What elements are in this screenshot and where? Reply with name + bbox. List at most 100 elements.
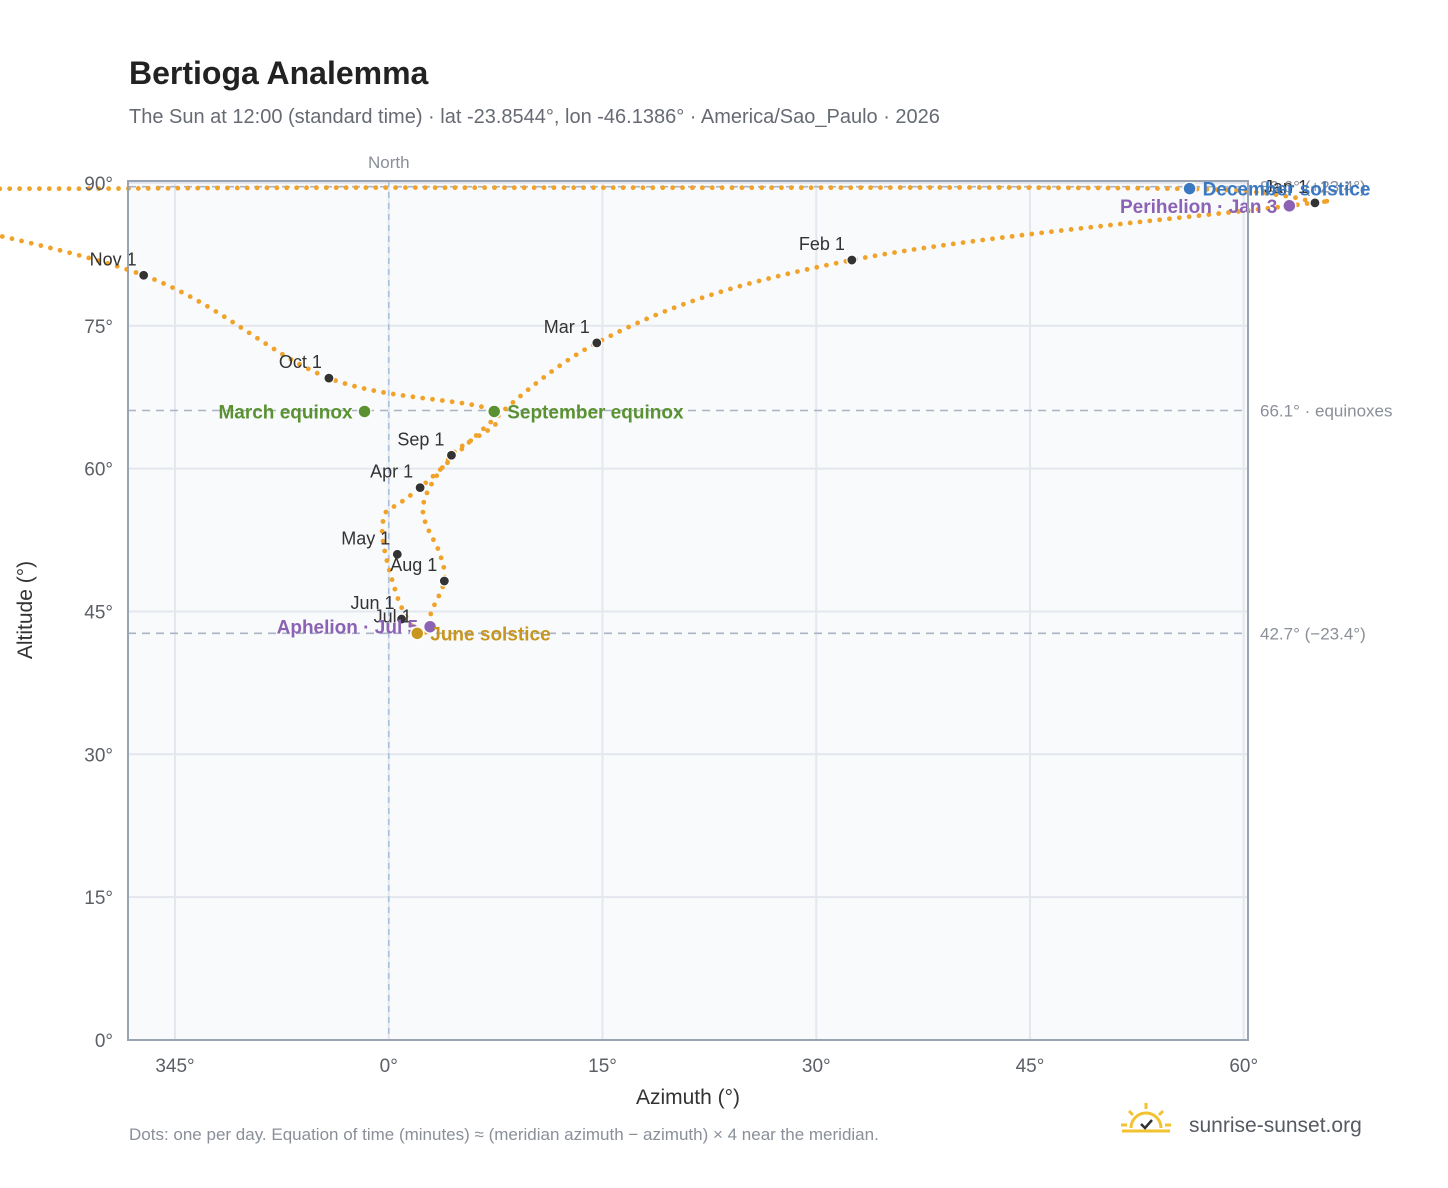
day-dot bbox=[48, 245, 53, 251]
day-dot bbox=[19, 238, 24, 244]
x-tick-label: 45° bbox=[1016, 1056, 1045, 1077]
day-dot bbox=[294, 185, 300, 191]
day-dot bbox=[671, 305, 677, 311]
day-dot bbox=[718, 289, 724, 295]
day-dot bbox=[828, 185, 834, 191]
day-dot bbox=[950, 241, 956, 247]
day-dot bbox=[9, 236, 15, 242]
month-marker-label: Aug 1 bbox=[390, 555, 437, 575]
day-dot bbox=[1255, 206, 1261, 212]
day-dot bbox=[263, 341, 269, 347]
day-dot bbox=[244, 185, 250, 191]
day-dot bbox=[892, 250, 897, 255]
day-dot bbox=[775, 273, 781, 279]
day-dot bbox=[1253, 189, 1259, 195]
day-dot bbox=[1234, 188, 1240, 193]
day-dot bbox=[521, 185, 527, 191]
day-dot bbox=[937, 185, 943, 190]
day-dot bbox=[1263, 190, 1269, 196]
day-dot bbox=[179, 289, 184, 295]
day-dot bbox=[430, 537, 436, 543]
day-dot bbox=[196, 298, 202, 304]
event-marker-dot bbox=[486, 404, 502, 419]
day-dot bbox=[187, 294, 193, 299]
day-dot bbox=[804, 267, 810, 272]
day-dot bbox=[274, 185, 280, 191]
day-dot bbox=[432, 185, 438, 191]
day-dot bbox=[531, 185, 537, 191]
day-dot bbox=[591, 185, 596, 191]
day-dot bbox=[818, 185, 824, 191]
analemma-path bbox=[0, 185, 1330, 636]
day-dot bbox=[699, 185, 705, 191]
day-dot bbox=[492, 185, 497, 191]
day-dot bbox=[557, 363, 563, 369]
day-dot bbox=[976, 185, 982, 190]
day-dot bbox=[1117, 221, 1123, 227]
day-dot bbox=[1108, 222, 1113, 228]
day-dot bbox=[561, 185, 567, 191]
day-dot bbox=[1273, 192, 1279, 198]
day-dot bbox=[1206, 212, 1212, 218]
footnote: Dots: one per day. Equation of time (min… bbox=[129, 1125, 879, 1144]
event-marker-dot bbox=[357, 404, 372, 419]
day-dot bbox=[481, 426, 486, 432]
day-dot bbox=[421, 499, 427, 505]
day-dot bbox=[729, 185, 735, 191]
day-dot bbox=[1026, 185, 1032, 191]
day-dot bbox=[215, 185, 220, 191]
day-dot bbox=[479, 404, 484, 410]
day-dot bbox=[297, 361, 302, 367]
day-dot bbox=[204, 303, 210, 309]
day-dot bbox=[868, 185, 873, 191]
day-dot bbox=[314, 370, 320, 376]
day-dot bbox=[533, 381, 539, 386]
day-dot bbox=[1066, 185, 1071, 191]
day-dot bbox=[390, 391, 396, 397]
day-dot bbox=[86, 186, 92, 192]
day-dot bbox=[1147, 218, 1153, 224]
day-dot bbox=[798, 185, 804, 191]
day-dot bbox=[1115, 185, 1121, 191]
day-dot bbox=[1302, 197, 1308, 203]
day-dot bbox=[814, 264, 820, 270]
day-dot bbox=[386, 567, 392, 573]
day-dot bbox=[573, 352, 579, 358]
day-dot bbox=[872, 253, 878, 259]
day-dot bbox=[620, 185, 626, 191]
day-dot bbox=[541, 185, 547, 191]
day-dot bbox=[927, 185, 933, 190]
day-dot bbox=[175, 185, 181, 191]
day-dot bbox=[7, 186, 13, 192]
day-dot bbox=[502, 185, 507, 191]
day-dot bbox=[46, 186, 52, 192]
event-marker-label: December solstice bbox=[1203, 180, 1371, 201]
day-dot bbox=[1006, 185, 1012, 190]
day-dot bbox=[420, 395, 426, 401]
day-dot bbox=[400, 393, 406, 398]
day-dot bbox=[511, 185, 517, 191]
day-dot bbox=[769, 185, 774, 191]
month-marker-dot bbox=[1309, 197, 1321, 209]
day-dot bbox=[38, 243, 44, 248]
day-dot bbox=[1125, 185, 1131, 191]
day-dot bbox=[323, 185, 329, 191]
day-dot bbox=[897, 185, 903, 190]
day-dot bbox=[957, 185, 962, 190]
y-axis-title: Altitude (°) bbox=[14, 561, 37, 659]
day-dot bbox=[1157, 217, 1163, 223]
day-dot bbox=[399, 605, 405, 611]
day-dot bbox=[907, 185, 913, 190]
brand-name: sunrise-sunset.org bbox=[1189, 1114, 1362, 1137]
day-dot bbox=[288, 356, 294, 362]
reference-line-label: 42.7° (−23.4°) bbox=[1260, 624, 1366, 643]
day-dot bbox=[967, 185, 972, 190]
day-dot bbox=[462, 185, 468, 191]
day-dot bbox=[795, 269, 800, 274]
month-marker-label: May 1 bbox=[341, 528, 390, 548]
day-dot bbox=[439, 398, 445, 403]
day-dot bbox=[571, 185, 577, 191]
day-dot bbox=[449, 399, 455, 405]
day-dot bbox=[660, 185, 666, 191]
day-dot bbox=[518, 393, 523, 399]
